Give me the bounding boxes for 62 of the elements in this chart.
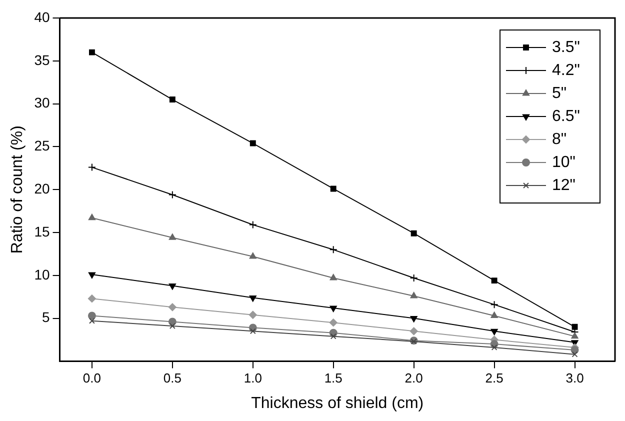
point — [330, 186, 336, 192]
point — [88, 163, 96, 172]
point — [490, 312, 498, 318]
x-tick-label: 0.5 — [163, 370, 182, 386]
legend-label: 4.2" — [552, 62, 580, 79]
point — [168, 303, 176, 312]
point — [410, 292, 418, 298]
x-tick-label: 2.5 — [485, 370, 504, 386]
point — [88, 214, 96, 220]
x-axis-title: Thickness of shield (cm) — [251, 394, 424, 412]
point — [168, 190, 176, 199]
y-tick-label: 30 — [34, 94, 50, 111]
y-tick-label: 5 — [42, 309, 50, 326]
point — [88, 49, 95, 56]
y-tick-label: 35 — [34, 52, 50, 68]
point — [572, 351, 578, 358]
y-tick-label: 15 — [34, 223, 50, 240]
x-tick-label: 0.0 — [82, 370, 101, 386]
x-tick-label: 2.0 — [404, 370, 423, 386]
x-tick-label: 3.0 — [566, 370, 584, 386]
point — [329, 318, 338, 327]
x-tick-label: 1.0 — [244, 370, 262, 386]
legend-label: 10" — [552, 154, 576, 171]
y-axis-title: Ratio of count (%) — [9, 126, 26, 254]
point — [572, 324, 578, 330]
point — [491, 278, 498, 284]
legend-label: 8" — [552, 130, 567, 148]
point — [168, 283, 176, 290]
point — [571, 332, 578, 339]
point — [490, 328, 498, 336]
point — [169, 96, 176, 102]
point — [88, 318, 95, 324]
legend-label: 12" — [552, 176, 576, 194]
point — [249, 295, 256, 302]
point — [410, 316, 418, 322]
point — [330, 274, 337, 280]
legend-label: 5" — [552, 84, 567, 102]
y-tick-label: 40 — [34, 8, 50, 25]
point — [249, 252, 256, 259]
point — [88, 312, 96, 320]
point — [250, 140, 256, 146]
point — [491, 344, 498, 350]
point — [168, 234, 176, 240]
point — [490, 300, 498, 309]
legend-label: 6.5" — [552, 108, 580, 125]
point — [329, 246, 338, 254]
point — [410, 327, 418, 336]
y-tick-label: 10 — [34, 266, 50, 282]
point — [330, 333, 336, 340]
point — [169, 323, 176, 329]
y-tick-label: 25 — [34, 138, 50, 154]
point — [410, 274, 418, 282]
point — [410, 230, 417, 236]
legend-label: 3.5" — [552, 38, 580, 56]
point — [88, 272, 96, 279]
point — [248, 220, 257, 229]
point — [88, 294, 96, 303]
point — [250, 328, 256, 334]
y-tick-label: 20 — [34, 180, 50, 196]
x-tick-label: 1.5 — [324, 370, 342, 386]
point — [330, 306, 337, 312]
point — [248, 310, 257, 319]
